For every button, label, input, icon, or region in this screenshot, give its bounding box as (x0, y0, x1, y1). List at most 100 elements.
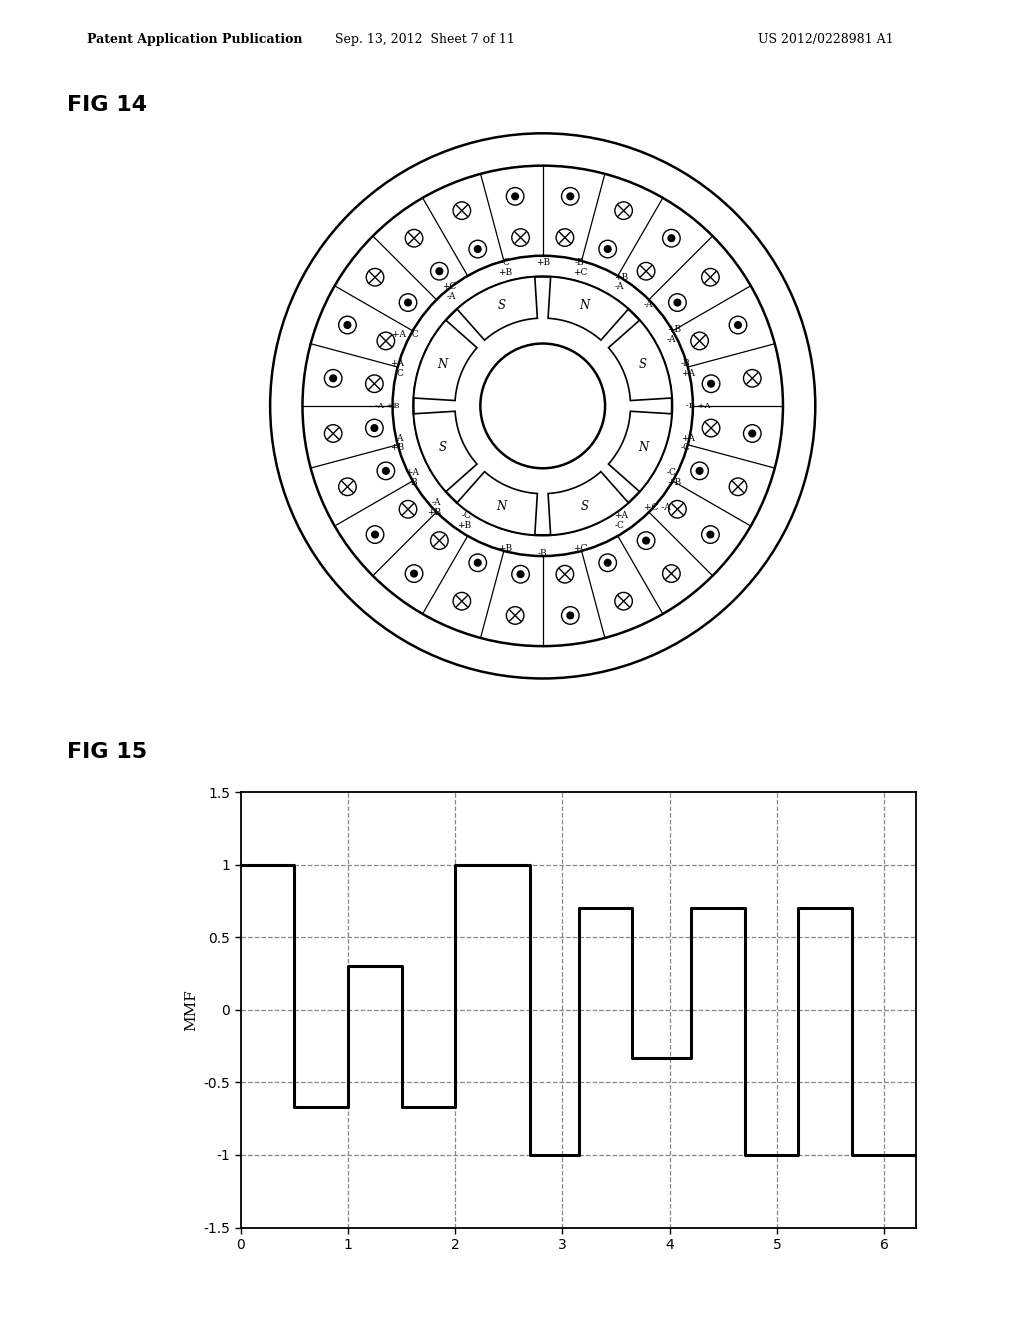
Circle shape (399, 294, 417, 312)
Polygon shape (548, 277, 629, 341)
Circle shape (556, 228, 573, 247)
Circle shape (383, 467, 389, 474)
Circle shape (339, 478, 356, 495)
Text: +A
-B: +A -B (404, 469, 419, 487)
Circle shape (749, 430, 756, 437)
Circle shape (436, 268, 442, 275)
Circle shape (567, 612, 573, 619)
Circle shape (371, 425, 378, 432)
Text: +A
-C: +A -C (390, 359, 404, 379)
Polygon shape (457, 471, 538, 535)
Circle shape (691, 462, 709, 479)
Circle shape (411, 570, 418, 577)
Circle shape (430, 532, 449, 549)
Circle shape (567, 193, 573, 199)
Circle shape (729, 478, 746, 495)
Text: +B
-A: +B -A (614, 272, 629, 292)
Text: N: N (496, 500, 506, 512)
Text: N: N (638, 441, 648, 454)
Text: -C
+B: -C +B (457, 511, 471, 529)
Circle shape (637, 532, 655, 549)
Circle shape (506, 187, 524, 205)
Circle shape (643, 537, 649, 544)
Text: FIG 14: FIG 14 (67, 95, 146, 115)
Text: US 2012/0228981 A1: US 2012/0228981 A1 (758, 33, 893, 46)
Circle shape (512, 193, 518, 199)
Text: -B
+A: -B +A (681, 359, 695, 379)
Text: FIG 15: FIG 15 (67, 742, 146, 762)
Circle shape (512, 228, 529, 247)
Circle shape (604, 246, 611, 252)
Circle shape (701, 525, 719, 544)
Circle shape (469, 240, 486, 257)
Circle shape (430, 263, 449, 280)
Text: S: S (498, 300, 505, 312)
Circle shape (366, 375, 383, 392)
Circle shape (663, 230, 680, 247)
Circle shape (377, 462, 394, 479)
Text: +C
-A: +C -A (442, 282, 457, 301)
Text: +B: +B (536, 259, 550, 267)
Circle shape (556, 565, 573, 583)
Circle shape (708, 380, 715, 387)
Polygon shape (548, 471, 629, 535)
Text: Patent Application Publication: Patent Application Publication (87, 33, 302, 46)
Polygon shape (608, 412, 672, 491)
Polygon shape (608, 321, 672, 400)
Circle shape (707, 531, 714, 539)
Circle shape (399, 500, 417, 517)
Circle shape (474, 246, 481, 252)
Circle shape (729, 317, 746, 334)
Text: N: N (580, 300, 590, 312)
Text: +A
-C: +A -C (614, 511, 629, 529)
Text: S: S (639, 358, 647, 371)
Circle shape (517, 570, 524, 578)
Circle shape (474, 560, 481, 566)
Circle shape (325, 425, 342, 442)
Text: -B
+C: -B +C (572, 259, 587, 277)
Circle shape (674, 300, 681, 306)
Polygon shape (414, 412, 477, 491)
Text: +C -A: +C -A (644, 503, 671, 512)
Circle shape (512, 565, 529, 583)
Text: +B
-A: +B -A (667, 325, 681, 343)
Circle shape (339, 317, 356, 334)
Circle shape (663, 565, 680, 582)
Circle shape (344, 322, 351, 329)
Circle shape (453, 593, 471, 610)
Polygon shape (457, 277, 538, 341)
Text: +A -C: +A -C (392, 330, 419, 339)
Circle shape (743, 425, 761, 442)
Circle shape (668, 235, 675, 242)
Circle shape (669, 500, 686, 517)
Text: -C
+B: -C +B (499, 259, 513, 277)
Circle shape (367, 525, 384, 544)
Circle shape (669, 294, 686, 312)
Text: S: S (581, 500, 588, 512)
Text: Sep. 13, 2012  Sheet 7 of 11: Sep. 13, 2012 Sheet 7 of 11 (335, 33, 515, 46)
Y-axis label: MMF: MMF (183, 989, 198, 1031)
Text: S: S (438, 441, 446, 454)
Text: -C
+B: -C +B (667, 469, 681, 487)
Text: +C: +C (572, 544, 587, 553)
Text: -A: -A (644, 300, 653, 309)
Circle shape (599, 240, 616, 257)
Text: +B: +B (499, 544, 513, 553)
Circle shape (377, 333, 394, 350)
Text: -A +B: -A +B (375, 401, 399, 411)
Circle shape (480, 343, 605, 469)
Circle shape (696, 467, 702, 474)
Circle shape (406, 565, 423, 582)
Circle shape (743, 370, 761, 387)
Circle shape (404, 300, 412, 306)
Text: -B: -B (538, 549, 548, 558)
Circle shape (561, 607, 580, 624)
Circle shape (561, 187, 580, 205)
Circle shape (325, 370, 342, 387)
Circle shape (406, 230, 423, 247)
Circle shape (614, 593, 633, 610)
Text: -B +A: -B +A (686, 401, 711, 411)
Circle shape (599, 554, 616, 572)
Circle shape (604, 560, 611, 566)
Circle shape (734, 322, 741, 329)
